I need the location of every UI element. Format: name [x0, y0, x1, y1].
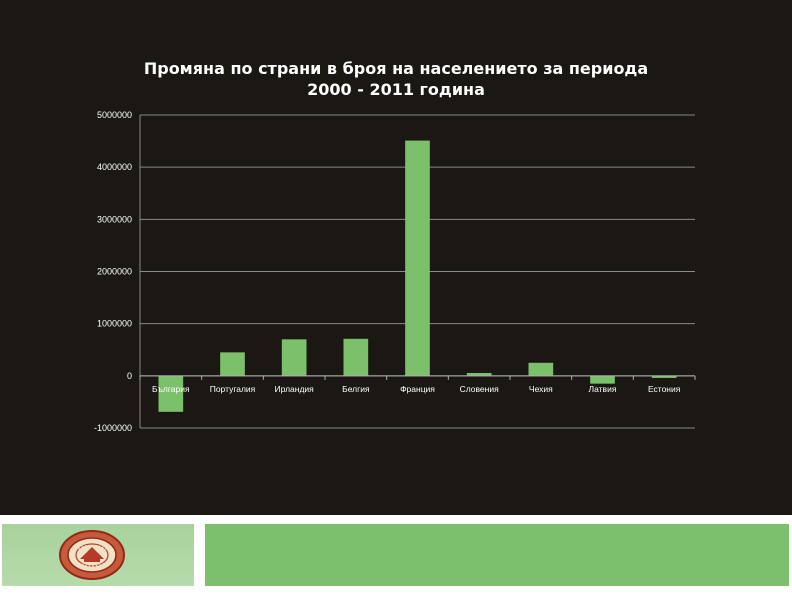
- bar: [158, 375, 184, 412]
- y-tick-label: 3000000: [97, 214, 132, 224]
- y-tick-label: 1000000: [97, 319, 132, 329]
- bar: [220, 352, 245, 376]
- x-category-label: Португалия: [210, 384, 256, 394]
- bar: [651, 375, 677, 378]
- slide-background: [0, 0, 792, 515]
- x-category-label: Франция: [400, 384, 435, 394]
- bar: [281, 339, 307, 376]
- x-category-label: Белгия: [342, 384, 370, 394]
- x-category-label: Естония: [648, 384, 681, 394]
- x-category-label: Ирландия: [275, 384, 315, 394]
- y-tick-label: -1000000: [94, 423, 132, 433]
- bar: [466, 372, 492, 376]
- chart-title-line-1: Промяна по страни в броя на населението …: [143, 59, 649, 78]
- x-category-label: Латвия: [589, 384, 617, 394]
- bar: [528, 362, 554, 376]
- bar: [405, 140, 430, 376]
- chart-title-line-2: 2000 - 2011 година: [307, 80, 485, 99]
- y-tick-label: 2000000: [97, 267, 132, 277]
- y-tick-label: 0: [127, 371, 132, 381]
- chart-title: Промяна по страни в броя на населението …: [96, 58, 696, 100]
- x-category-label: България: [152, 384, 190, 394]
- bar: [343, 338, 369, 376]
- y-tick-label: 5000000: [97, 110, 132, 120]
- university-seal-icon: [59, 530, 125, 580]
- x-category-label: Чехия: [529, 384, 553, 394]
- y-tick-label: 4000000: [97, 162, 132, 172]
- x-category-label: Словения: [460, 384, 500, 394]
- bar: [590, 375, 615, 384]
- footer-right-panel: [205, 524, 789, 586]
- bar-chart: -1000000 0 1000000 2000000 3000000 4000000 500…: [94, 110, 696, 433]
